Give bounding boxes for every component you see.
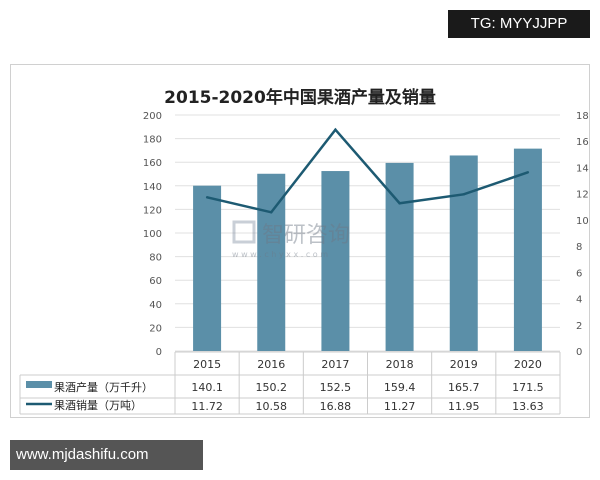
- chart-frame: [10, 64, 590, 418]
- left-axis-tick: 120: [143, 205, 162, 216]
- watermark-logo-icon: [232, 220, 256, 244]
- bar: [513, 148, 542, 351]
- legend-line-label: 果酒销量（万吨）: [54, 398, 142, 412]
- line-data-label: 10.58: [256, 400, 288, 413]
- right-axis-tick: 16: [576, 137, 589, 148]
- bar-data-label: 150.2: [256, 381, 288, 394]
- tg-label: TG: MYYJJPP: [448, 10, 590, 38]
- left-axis-tick: 40: [149, 300, 162, 311]
- left-axis-tick: 80: [149, 253, 162, 264]
- left-axis-tick: 20: [149, 323, 162, 334]
- bar: [321, 171, 350, 351]
- right-axis-tick: 14: [576, 163, 589, 174]
- right-axis-tick: 10: [576, 216, 589, 227]
- line-point: [526, 171, 530, 174]
- bar-data-label: 152.5: [320, 381, 352, 394]
- line-data-label: 11.95: [448, 400, 480, 413]
- left-axis-tick: 200: [143, 111, 162, 122]
- bar-data-label: 159.4: [384, 381, 416, 394]
- bar: [257, 173, 286, 351]
- bar-data-label: 165.7: [448, 381, 480, 394]
- bar: [449, 155, 478, 351]
- category-label: 2018: [386, 358, 414, 371]
- line-point: [270, 211, 273, 214]
- right-axis-tick: 8: [576, 242, 582, 253]
- line-data-label: 16.88: [320, 400, 352, 413]
- line-point: [205, 196, 209, 199]
- left-axis-tick: 0: [156, 347, 162, 358]
- category-label: 2019: [450, 358, 478, 371]
- watermark-url: w w w . c h y x x . c o m: [232, 250, 328, 259]
- left-axis-tick: 180: [143, 135, 162, 146]
- left-axis-tick: 160: [143, 158, 162, 169]
- category-label: 2015: [193, 358, 221, 371]
- line-point: [334, 128, 337, 131]
- category-label: 2017: [321, 358, 349, 371]
- line-point: [462, 193, 465, 196]
- watermark: 智研咨询 w w w . c h y x x . c o m: [232, 220, 350, 259]
- line-point: [398, 202, 401, 205]
- right-axis-tick: 6: [576, 268, 582, 279]
- chart-title: 2015-2020年中国果酒产量及销量: [164, 87, 436, 108]
- right-axis-tick: 18: [576, 111, 589, 122]
- legend-bar-label: 果酒产量（万千升）: [54, 380, 153, 394]
- watermark-name: 智研咨询: [262, 223, 350, 248]
- site-label: www.mjdashifu.com: [10, 440, 203, 470]
- line-data-label: 13.63: [512, 400, 544, 413]
- bar-data-label: 171.5: [512, 381, 544, 394]
- line-data-label: 11.27: [384, 400, 416, 413]
- line-data-label: 11.72: [191, 400, 223, 413]
- legend-bar-swatch: [26, 381, 52, 388]
- left-axis-tick: 60: [149, 276, 162, 287]
- right-axis-tick: 0: [576, 347, 582, 358]
- sales-line: [206, 127, 529, 214]
- bar: [193, 185, 222, 351]
- bar-data-label: 140.1: [191, 381, 223, 394]
- category-label: 2020: [514, 358, 542, 371]
- right-axis-tick: 2: [576, 321, 582, 332]
- left-axis-tick: 100: [143, 229, 162, 240]
- category-label: 2016: [257, 358, 285, 371]
- right-axis-tick: 4: [576, 295, 582, 306]
- left-axis-tick: 140: [143, 182, 162, 193]
- right-axis-tick: 12: [576, 190, 589, 201]
